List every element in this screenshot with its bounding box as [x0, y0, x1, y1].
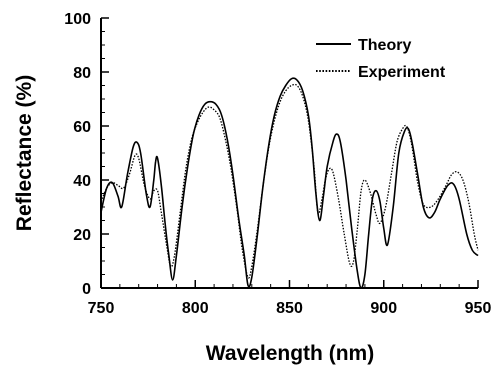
y-tick-label: 60: [73, 119, 91, 136]
tick-labels: 0 20 40 60 80 100 750 800 850 900 950: [64, 11, 491, 317]
x-axis-title: Wavelength (nm): [206, 342, 374, 365]
series-line-theory: [100, 77, 479, 289]
y-tick-label: 20: [73, 227, 91, 244]
y-tick-label: 100: [64, 11, 91, 28]
series-lines: [100, 77, 479, 289]
legend-label-theory: Theory: [358, 37, 411, 54]
x-tick-label: 850: [276, 300, 303, 317]
x-tick-label: 750: [88, 300, 115, 317]
x-tick-label: 800: [182, 300, 209, 317]
tick-marks: [100, 17, 479, 289]
y-tick-label: 40: [73, 173, 91, 190]
y-tick-label: 0: [82, 281, 91, 298]
series-line-experiment: [100, 83, 479, 279]
legend-label-experiment: Experiment: [358, 64, 446, 81]
x-tick-label: 900: [370, 300, 397, 317]
y-tick-label: 80: [73, 65, 91, 82]
x-tick-label: 950: [465, 300, 492, 317]
y-axis-title: Reflectance (%): [13, 75, 36, 231]
legend: Theory Experiment: [316, 37, 446, 81]
